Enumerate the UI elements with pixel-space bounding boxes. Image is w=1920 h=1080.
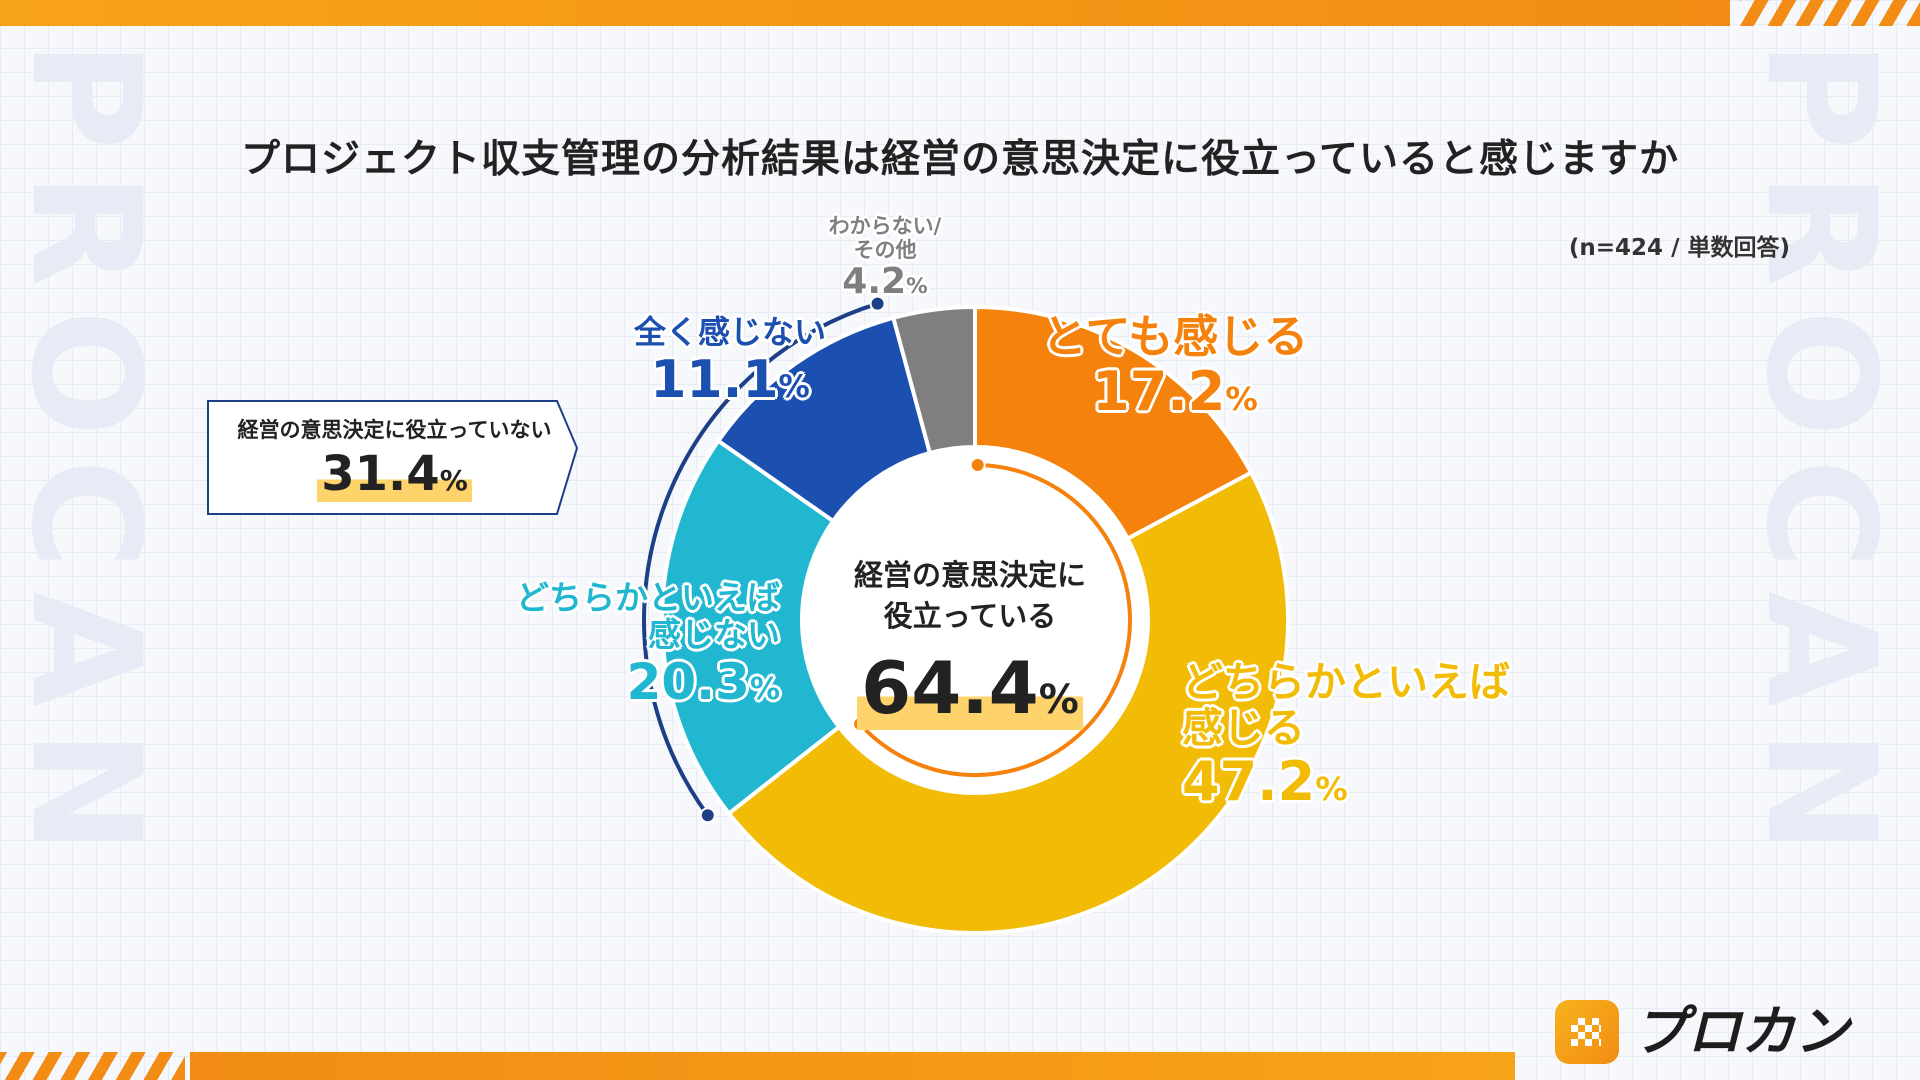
- slice-label-text-line1: わからない/: [828, 214, 942, 238]
- summary-arcs: [642, 295, 1132, 824]
- slice-label-not-at-all: 全く感じない 11.1%: [610, 313, 850, 409]
- negative-summary-arc: [642, 301, 879, 817]
- slice-value: 11.1%: [610, 351, 850, 409]
- negative-summary-arc-endpoint-1: [869, 295, 886, 312]
- slice-value: 20.3%: [470, 654, 780, 710]
- slice-value-unit: %: [906, 274, 928, 300]
- negative-summary-unit: %: [439, 464, 468, 497]
- chart-title: プロジェクト収支管理の分析結果は経営の意思決定に役立っていると感じますか: [240, 137, 1680, 182]
- center-summary-unit: %: [1038, 677, 1079, 724]
- top-accent-bar: [0, 0, 1730, 26]
- slice-value-number: 17.2: [1092, 360, 1226, 424]
- watermark-left: PROCAN: [0, 40, 172, 877]
- negative-summary-arc-endpoint-0: [699, 807, 716, 824]
- negative-summary-number: 31.4: [321, 446, 440, 502]
- watermark-right: PROCAN: [1733, 40, 1907, 877]
- slice-value-number: 4.2: [842, 261, 907, 303]
- slice-value-unit: %: [749, 671, 780, 707]
- checkered-flag-icon: [1555, 1000, 1619, 1064]
- sample-note: (n=424 / 単数回答): [1568, 235, 1790, 261]
- positive-summary-arc-endpoint-0: [969, 457, 986, 474]
- slice-label-text-line2: その他: [853, 237, 917, 262]
- slice-value-unit: %: [778, 368, 810, 405]
- slice-value-unit: %: [1225, 380, 1258, 419]
- top-stripe-pattern: [1740, 0, 1920, 26]
- slice-label-text-line1: どちらかといえば: [516, 578, 780, 617]
- slice-value-number: 47.2: [1182, 749, 1316, 813]
- slice-label-text-line2: 感じる: [1182, 703, 1305, 752]
- slice-value: 17.2%: [1025, 362, 1325, 422]
- slice-2: [660, 438, 842, 817]
- bottom-accent-bar: [190, 1052, 1515, 1080]
- slice-0: [973, 304, 1254, 542]
- slice-value: 4.2%: [800, 261, 970, 303]
- slice-label-text-line2: 感じない: [648, 614, 780, 654]
- slice-label-text: とても感じる: [1041, 310, 1309, 363]
- negative-summary-callout: 経営の意思決定に役立っていない 31.4%: [207, 400, 582, 515]
- slice-label-very-much: とても感じる 17.2%: [1025, 310, 1325, 423]
- positive-summary-arc: [858, 463, 1132, 777]
- slice-label-somewhat-feel: どちらかといえば 感じる 47.2%: [1182, 658, 1562, 813]
- slice-label-text-line1: どちらかといえば: [1182, 658, 1510, 706]
- slice-label-unknown: わからない/ その他 4.2%: [800, 214, 970, 303]
- slice-4: [890, 304, 977, 456]
- center-summary-label-line1: 経営の意思決定に: [853, 558, 1086, 592]
- negative-summary-label: 経営の意思決定に役立っていない: [237, 418, 552, 442]
- negative-summary-value: 31.4%: [207, 446, 582, 502]
- center-summary-number: 64.4: [861, 646, 1039, 731]
- slice-label-somewhat-not: どちらかといえば 感じない 20.3%: [470, 578, 780, 710]
- slice-value-unit: %: [1315, 769, 1348, 808]
- slice-label-text: 全く感じない: [633, 313, 826, 351]
- slice-1: [726, 469, 1290, 935]
- slice-value-number: 20.3: [626, 652, 750, 711]
- center-summary-label-line2: 役立っている: [883, 598, 1057, 633]
- center-summary: 経営の意思決定に 役立っている 64.4%: [800, 555, 1140, 731]
- center-summary-value: 64.4%: [800, 646, 1140, 731]
- slice-value-number: 11.1: [650, 349, 779, 410]
- brand-name: プロカン: [1633, 1000, 1849, 1063]
- slice-value: 47.2%: [1182, 749, 1562, 813]
- bottom-stripe-pattern: [0, 1052, 185, 1080]
